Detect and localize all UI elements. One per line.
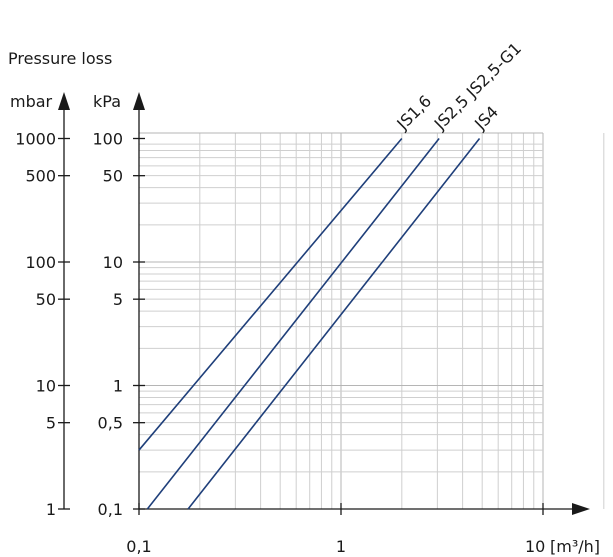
x-axis-unit-label: [m³/h] <box>550 537 600 556</box>
y-axis-unit-mbar: mbar <box>10 92 53 111</box>
y-axis-unit-kpa: kPa <box>93 92 121 111</box>
kpa-tick-label: 1 <box>113 377 123 396</box>
series-line <box>146 138 440 510</box>
chart-title: Pressure loss <box>8 49 112 68</box>
mbar-tick-label: 100 <box>25 253 56 272</box>
kpa-tick-label: 0,1 <box>98 500 123 519</box>
mbar-tick-label: 500 <box>25 167 56 186</box>
kpa-tick-label: 0,5 <box>98 414 123 433</box>
chart-axes <box>58 92 590 515</box>
kpa-tick-label: 50 <box>103 167 123 186</box>
series-label: JS4 <box>470 102 502 134</box>
kpa-tick-label: 5 <box>113 290 123 309</box>
mbar-tick-label: 1 <box>46 500 56 519</box>
mbar-tick-label: 10 <box>36 377 56 396</box>
x-tick-label: 0,1 <box>126 537 151 556</box>
mbar-tick-label: 50 <box>36 290 56 309</box>
kpa-axis-arrow-icon <box>133 92 145 110</box>
kpa-tick-label: 100 <box>92 130 123 149</box>
kpa-tick-label: 10 <box>103 253 123 272</box>
x-tick-label: 1 <box>336 537 346 556</box>
plot-grid <box>138 132 605 510</box>
mbar-tick-label: 5 <box>46 414 56 433</box>
mbar-axis-arrow-icon <box>58 92 70 110</box>
x-axis-arrow-icon <box>572 503 590 515</box>
series-line <box>138 137 403 451</box>
series-line <box>187 138 481 510</box>
x-tick-label: 10 <box>525 537 545 556</box>
series-label: JS1,6 <box>392 91 435 134</box>
axis-ticks: 1 5 10 50 100 500 1000 0,1 0,5 1 5 10 50 100 0,1 1 10 <box>15 130 545 557</box>
mbar-tick-label: 1000 <box>15 130 56 149</box>
